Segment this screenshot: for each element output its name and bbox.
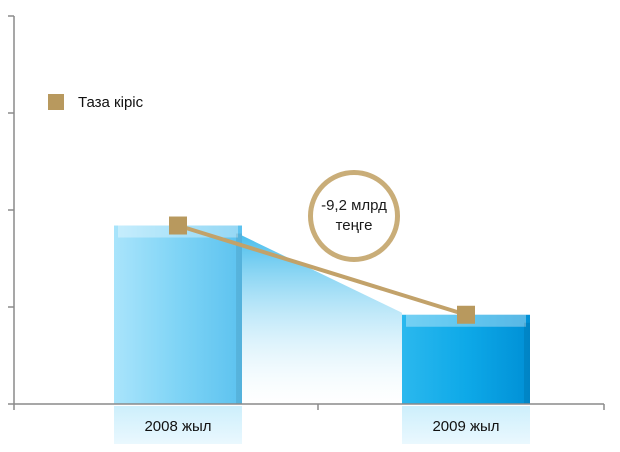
bar-body	[114, 225, 242, 404]
category-label-text: 2009 жыл	[432, 418, 499, 435]
series-line	[177, 223, 467, 317]
category-label-text: 2008 жыл	[144, 418, 211, 435]
decline-area	[242, 235, 402, 404]
bar-1	[114, 225, 242, 404]
annotation-value: -9,2 млрд	[321, 196, 387, 214]
change-annotation: -9,2 млрд теңге	[308, 170, 400, 262]
category-label-2: 2009 жыл	[402, 406, 530, 444]
bar-body	[402, 314, 530, 404]
category-label-bg	[114, 406, 242, 444]
series-marker-2	[457, 305, 475, 324]
legend: Таза кіріс	[48, 92, 143, 112]
category-label-1: 2008 жыл	[114, 406, 242, 444]
annotation-unit: теңге	[335, 217, 373, 234]
bar-shade	[524, 322, 530, 404]
category-label-bg	[402, 406, 530, 444]
bar-2	[402, 314, 530, 404]
legend-swatch	[48, 94, 64, 110]
legend-label: Таза кіріс	[78, 93, 144, 111]
bar-shade	[236, 233, 242, 404]
series-marker-1	[169, 216, 187, 235]
